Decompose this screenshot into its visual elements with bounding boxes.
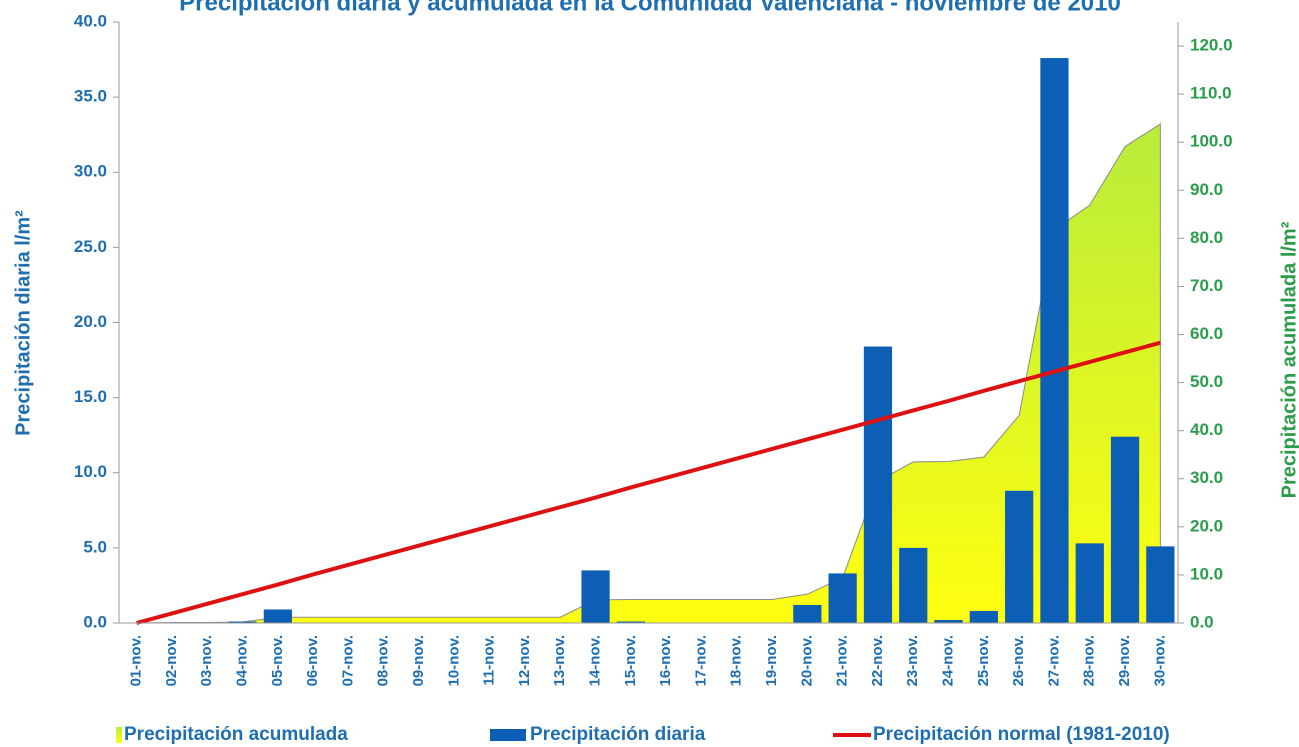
y-tick-label: 40.0 <box>74 11 107 30</box>
x-tick-label: 16-nov. <box>657 635 674 686</box>
y2-tick-label: 120.0 <box>1190 36 1233 55</box>
x-tick-label: 30-nov. <box>1151 635 1168 686</box>
line <box>136 340 1161 625</box>
bar <box>793 604 822 623</box>
x-tick-label: 24-nov. <box>940 635 957 686</box>
x-tick-label: 27-nov. <box>1045 635 1062 686</box>
y-tick-label: 30.0 <box>74 162 107 181</box>
y2-tick-label: 10.0 <box>1190 564 1223 583</box>
y-axis-label: Precipitación diaria l/m² <box>12 210 34 436</box>
legend-label: Precipitación normal (1981-2010) <box>873 724 1170 745</box>
bar <box>1040 58 1069 624</box>
x-tick-label: 20-nov. <box>798 635 815 686</box>
y2-tick-label: 110.0 <box>1190 84 1232 103</box>
x-tick-label: 06-nov. <box>304 635 321 686</box>
y2-tick-label: 90.0 <box>1190 180 1223 199</box>
x-tick-label: 23-nov. <box>904 635 921 686</box>
x-tick-label: 12-nov. <box>516 635 533 686</box>
x-tick-label: 02-nov. <box>163 635 180 686</box>
y-tick-label: 35.0 <box>74 87 107 106</box>
x-tick-label: 28-nov. <box>1081 635 1098 686</box>
x-tick-label: 29-nov. <box>1116 635 1133 686</box>
x-tick-label: 15-nov. <box>622 635 639 686</box>
x-tick-label: 11-nov. <box>481 635 498 686</box>
y2-tick-label: 20.0 <box>1190 516 1223 535</box>
y2-tick-label: 60.0 <box>1190 324 1223 343</box>
y2-tick-label: 30.0 <box>1190 468 1223 487</box>
x-tick-label: 08-nov. <box>375 635 392 686</box>
bar <box>969 610 998 623</box>
y-tick-label: 5.0 <box>83 537 107 556</box>
x-tick-label: 26-nov. <box>1010 635 1027 686</box>
x-tick-label: 05-nov. <box>269 635 286 686</box>
y-tick-label: 25.0 <box>74 237 107 256</box>
chart-title: Precipitación diaria y acumulada en la C… <box>179 0 1121 16</box>
x-tick-label: 10-nov. <box>445 635 462 686</box>
x-tick-label: 25-nov. <box>975 635 992 686</box>
y2-tick-label: 50.0 <box>1190 372 1223 391</box>
y2-tick-label: 40.0 <box>1190 420 1223 439</box>
x-tick-label: 09-nov. <box>410 635 427 686</box>
bar <box>581 570 610 623</box>
y-tick-label: 10.0 <box>74 462 107 481</box>
y2-axis-label: Precipitación acumulada l/m² <box>1278 221 1299 498</box>
x-tick-label: 18-nov. <box>728 635 745 686</box>
y-tick-label: 20.0 <box>74 312 107 331</box>
bar <box>1146 546 1175 623</box>
y2-tick-label: 100.0 <box>1190 132 1233 151</box>
legend-label: Precipitación diaria <box>530 724 706 745</box>
bar <box>228 621 257 623</box>
bar <box>616 621 645 623</box>
legend-swatch <box>116 727 122 743</box>
x-tick-label: 04-nov. <box>234 635 251 686</box>
x-tick-label: 17-nov. <box>692 635 709 686</box>
x-tick-label: 19-nov. <box>763 635 780 686</box>
x-tick-label: 22-nov. <box>869 635 886 686</box>
legend-swatch <box>490 729 526 741</box>
x-tick-label: 21-nov. <box>834 635 851 686</box>
y2-tick-label: 0.0 <box>1190 612 1214 631</box>
x-tick-label: 03-nov. <box>198 635 215 686</box>
legend-label: Precipitación acumulada <box>124 724 348 745</box>
y2-tick-label: 80.0 <box>1190 228 1223 247</box>
x-tick-label: 07-nov. <box>339 635 356 686</box>
bar <box>1110 436 1140 623</box>
bar <box>934 619 963 623</box>
y2-tick-label: 70.0 <box>1190 276 1223 295</box>
bar <box>863 346 893 623</box>
y-tick-label: 0.0 <box>83 612 107 631</box>
bar <box>1005 490 1034 623</box>
y-tick-label: 15.0 <box>74 387 107 406</box>
x-tick-label: 14-nov. <box>587 635 604 686</box>
x-tick-label: 01-nov. <box>128 635 145 686</box>
bar <box>899 547 928 623</box>
bar <box>1075 543 1104 623</box>
x-tick-label: 13-nov. <box>551 635 568 686</box>
bar <box>263 609 292 623</box>
bar <box>828 573 857 623</box>
